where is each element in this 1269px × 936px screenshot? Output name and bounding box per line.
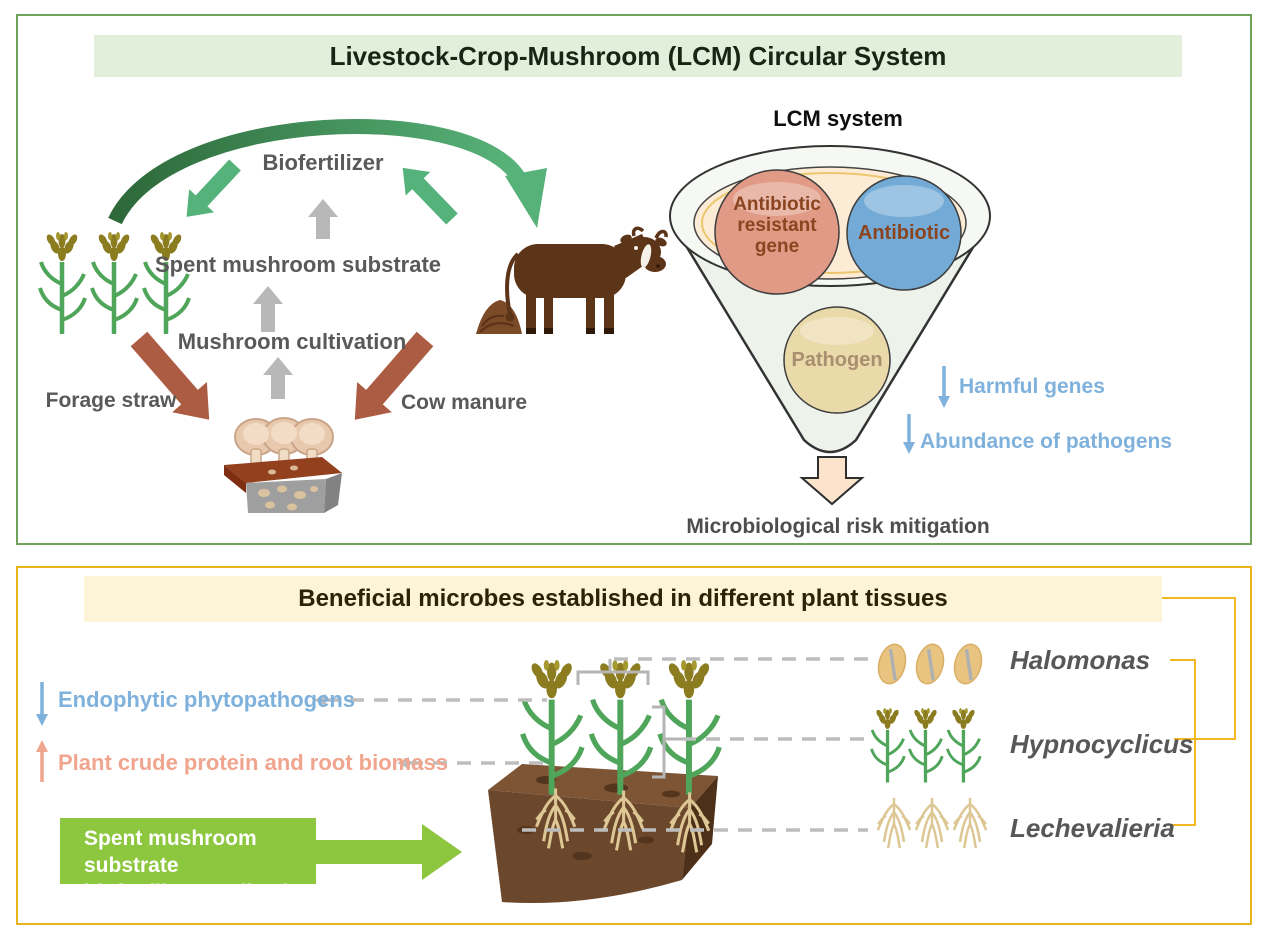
- livestock-to-biofertilizer-arrow-icon: [402, 167, 458, 225]
- biofertilizer-label: Biofertilizer: [262, 150, 384, 175]
- crop-icon: [40, 232, 189, 334]
- antibiotic-label: Antibiotic: [857, 222, 951, 244]
- bottom-panel-title-band: Beneficial microbes established in diffe…: [84, 576, 1162, 622]
- dashed-arrowhead-icon: [314, 694, 326, 706]
- root-icon: [876, 796, 988, 850]
- antibiotic-resistant-gene-label: Antibiotic resistant gene: [733, 194, 821, 257]
- spent-mushroom-substrate-label: Spent mushroom substrate: [154, 252, 442, 277]
- phytopathogens-down-arrow-icon: [36, 682, 48, 726]
- microbe-halomonas-label: Halomonas: [1010, 645, 1151, 675]
- endophytic-phytopathogens-label: Endophytic phytopathogens: [58, 687, 355, 712]
- cultivation-to-substrate-arrow-icon: [253, 286, 283, 332]
- microbe-lechevalieria-label: Lechevalieria: [1010, 813, 1175, 843]
- pathogen-circle: [783, 306, 891, 414]
- antibiotic-resistant-gene-circle: [714, 169, 840, 295]
- mushroom-bed-icon: [224, 417, 342, 513]
- protein-up-arrow-icon: [36, 740, 48, 782]
- substrate-to-biofertilizer-arrow-icon: [308, 199, 338, 239]
- mushroom-cultivation-label: Mushroom cultivation: [177, 329, 407, 354]
- shoot-tissue-bracket: [652, 705, 682, 779]
- application-box: Spent mushroom substrate biofertilizer a…: [60, 818, 316, 904]
- top-panel-graphics: [18, 119, 991, 513]
- bottom-panel-title: Beneficial microbes established in diffe…: [298, 585, 948, 612]
- microbe-connector-lines: [1162, 597, 1236, 826]
- risk-mitigation-label: Microbiological risk mitigation: [686, 515, 990, 538]
- abundance-of-pathogens-label: Abundance of pathogens: [920, 430, 1172, 453]
- top-panel-title-band: Livestock-Crop-Mushroom (LCM) Circular S…: [94, 35, 1182, 77]
- dashed-arrowhead-icon: [397, 757, 409, 769]
- harmful-genes-down-arrow-icon: [938, 366, 950, 408]
- application-arrow-icon: [316, 824, 462, 880]
- bottom-panel-graphics: [36, 597, 1236, 904]
- cow-manure-arrow-icon: [354, 331, 434, 420]
- microbe-hypnocyclicus-label: Hypnocyclicus: [1010, 729, 1194, 759]
- seed-icon: [872, 639, 988, 689]
- forage-straw-arrow-icon: [130, 331, 210, 420]
- beneficial-microbes-panel: Beneficial microbes established in diffe…: [16, 566, 1252, 925]
- plant-protein-biomass-label: Plant crude protein and root biomass: [58, 750, 448, 775]
- lcm-system-label: LCM system: [773, 106, 903, 131]
- pathogen-label: Pathogen: [791, 349, 883, 371]
- cycle-arc-arrow-icon: [108, 119, 547, 228]
- biofertilizer-to-crop-arrow-icon: [186, 159, 241, 217]
- cow-icon: [476, 226, 668, 334]
- shoot-plant-icon: [869, 706, 982, 785]
- antibiotic-circle: [846, 175, 962, 291]
- application-box-line1: Spent mushroom substrate: [84, 827, 257, 877]
- funnel-output-arrow-icon: [799, 456, 865, 506]
- bed-to-cultivation-arrow-icon: [263, 357, 293, 399]
- application-box-line2: biofertilizer application: [84, 881, 314, 904]
- harmful-genes-label: Harmful genes: [959, 375, 1105, 398]
- cow-manure-label: Cow manure: [400, 391, 528, 414]
- top-panel-title: Livestock-Crop-Mushroom (LCM) Circular S…: [329, 40, 947, 71]
- soil-block-icon: [488, 764, 718, 904]
- growing-plants-icon: [523, 660, 720, 795]
- pathogen-abundance-down-arrow-icon: [903, 414, 915, 454]
- forage-straw-label: Forage straw: [45, 389, 177, 412]
- lcm-circular-system-panel: Livestock-Crop-Mushroom (LCM) Circular S…: [16, 14, 1252, 545]
- funnel-icon: [669, 145, 991, 454]
- seed-tissue-bracket: [576, 659, 650, 685]
